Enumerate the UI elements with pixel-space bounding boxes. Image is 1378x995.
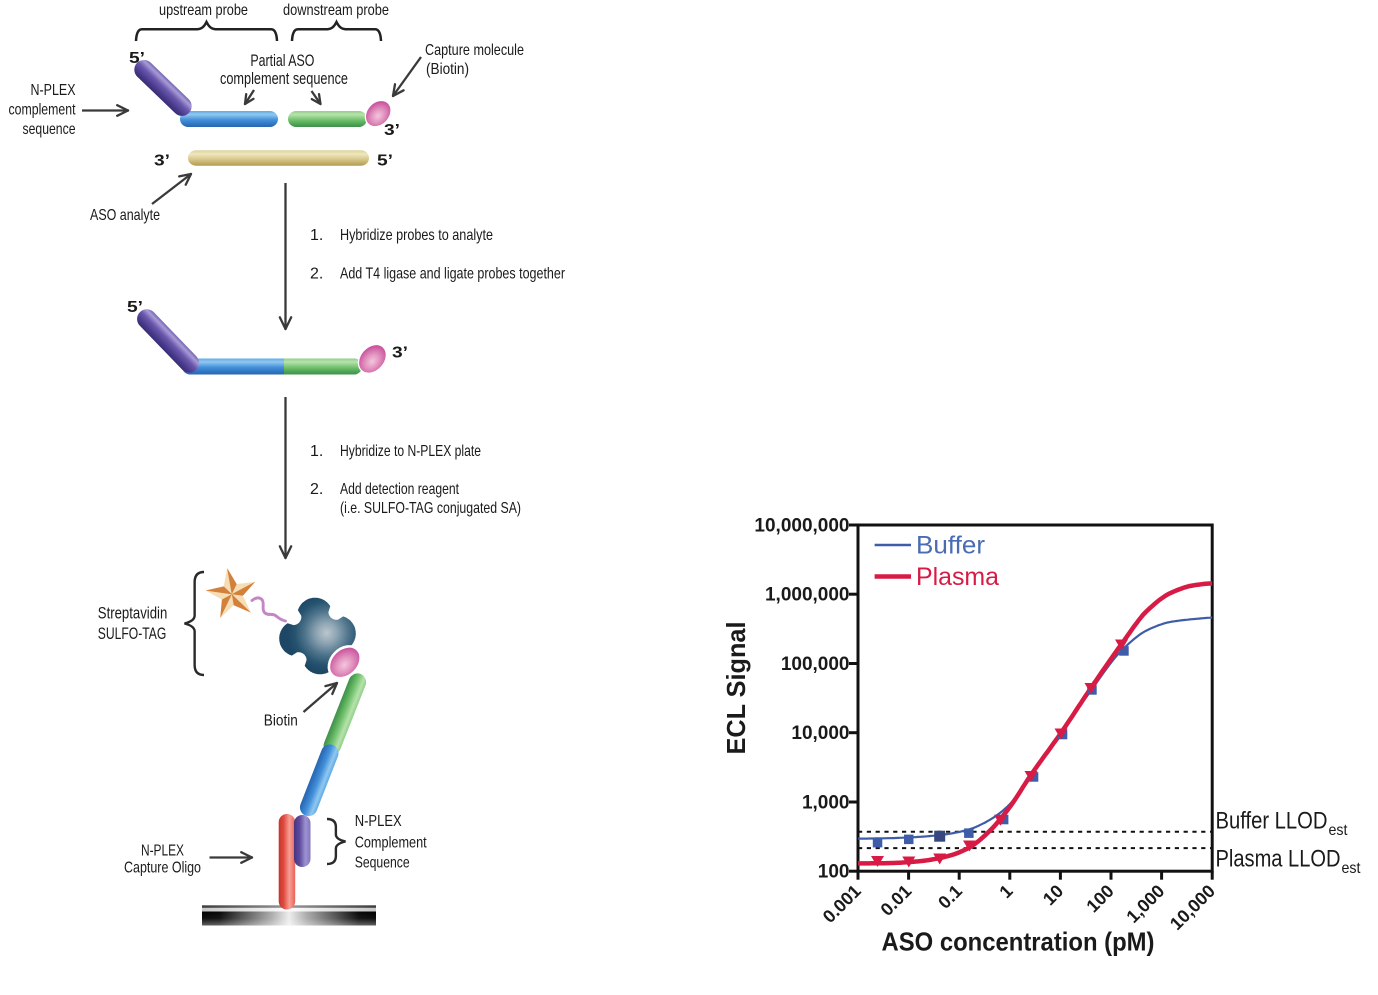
svg-text:Add T4 ligase and ligate probe: Add T4 ligase and ligate probes together (340, 266, 566, 283)
svg-text:Biotin: Biotin (264, 713, 298, 730)
svg-text:Complement: Complement (355, 835, 427, 852)
svg-text:5’: 5’ (377, 153, 393, 170)
svg-text:N-PLEX: N-PLEX (355, 813, 402, 830)
svg-text:1.: 1. (310, 443, 323, 460)
svg-text:downstream probe: downstream probe (283, 2, 389, 19)
svg-text:1.: 1. (310, 227, 323, 244)
svg-text:Hybridize to N-PLEX plate: Hybridize to N-PLEX plate (340, 443, 481, 460)
svg-text:(Biotin): (Biotin) (426, 61, 469, 78)
svg-text:1: 1 (995, 881, 1016, 902)
svg-text:3’: 3’ (154, 153, 170, 170)
svg-text:Capture molecule: Capture molecule (425, 42, 524, 59)
svg-text:est: est (1342, 860, 1361, 877)
svg-text:Buffer: Buffer (916, 532, 985, 560)
svg-text:complement: complement (9, 102, 76, 119)
svg-text:(i.e. SULFO-TAG conjugated SA): (i.e. SULFO-TAG conjugated SA) (340, 500, 521, 517)
svg-text:ASO concentration (pM): ASO concentration (pM) (882, 927, 1155, 957)
svg-text:Sequence: Sequence (355, 855, 410, 872)
svg-text:Hybridize probes to analyte: Hybridize probes to analyte (340, 227, 493, 244)
svg-text:complement sequence: complement sequence (220, 69, 348, 88)
svg-text:5’: 5’ (127, 299, 143, 316)
svg-text:1,000: 1,000 (802, 792, 850, 813)
svg-text:0.01: 0.01 (877, 881, 916, 920)
svg-text:Capture Oligo: Capture Oligo (124, 860, 201, 877)
svg-text:Plasma LLOD: Plasma LLOD (1216, 846, 1341, 873)
svg-text:0.001: 0.001 (819, 881, 865, 927)
svg-text:1,000,000: 1,000,000 (765, 585, 850, 606)
svg-text:Streptavidin: Streptavidin (98, 605, 168, 623)
svg-text:upstream probe: upstream probe (159, 2, 248, 19)
svg-text:N-PLEX: N-PLEX (31, 82, 76, 99)
svg-text:Plasma: Plasma (916, 563, 999, 591)
svg-text:10: 10 (1039, 881, 1067, 909)
svg-text:sequence: sequence (23, 121, 76, 138)
svg-text:3’: 3’ (384, 122, 400, 139)
svg-text:ECL Signal: ECL Signal (721, 622, 751, 755)
svg-text:10,000,000: 10,000,000 (754, 516, 849, 537)
svg-text:100: 100 (1082, 881, 1117, 916)
svg-text:1,000: 1,000 (1122, 881, 1168, 927)
svg-text:Buffer LLOD: Buffer LLOD (1216, 808, 1328, 835)
svg-text:ASO analyte: ASO analyte (90, 207, 160, 224)
svg-text:10,000: 10,000 (791, 723, 849, 744)
svg-text:SULFO-TAG: SULFO-TAG (98, 625, 167, 643)
svg-text:10,000: 10,000 (1166, 881, 1219, 934)
svg-text:2.: 2. (310, 266, 323, 283)
svg-text:3’: 3’ (392, 345, 408, 362)
svg-text:N-PLEX: N-PLEX (141, 843, 184, 860)
svg-text:100: 100 (818, 862, 850, 883)
svg-text:Add detection reagent: Add detection reagent (340, 481, 459, 498)
svg-text:0.1: 0.1 (934, 881, 966, 913)
svg-text:2.: 2. (310, 481, 323, 498)
svg-text:est: est (1329, 822, 1348, 839)
svg-text:100,000: 100,000 (781, 654, 850, 675)
svg-text:Partial ASO: Partial ASO (250, 51, 314, 70)
